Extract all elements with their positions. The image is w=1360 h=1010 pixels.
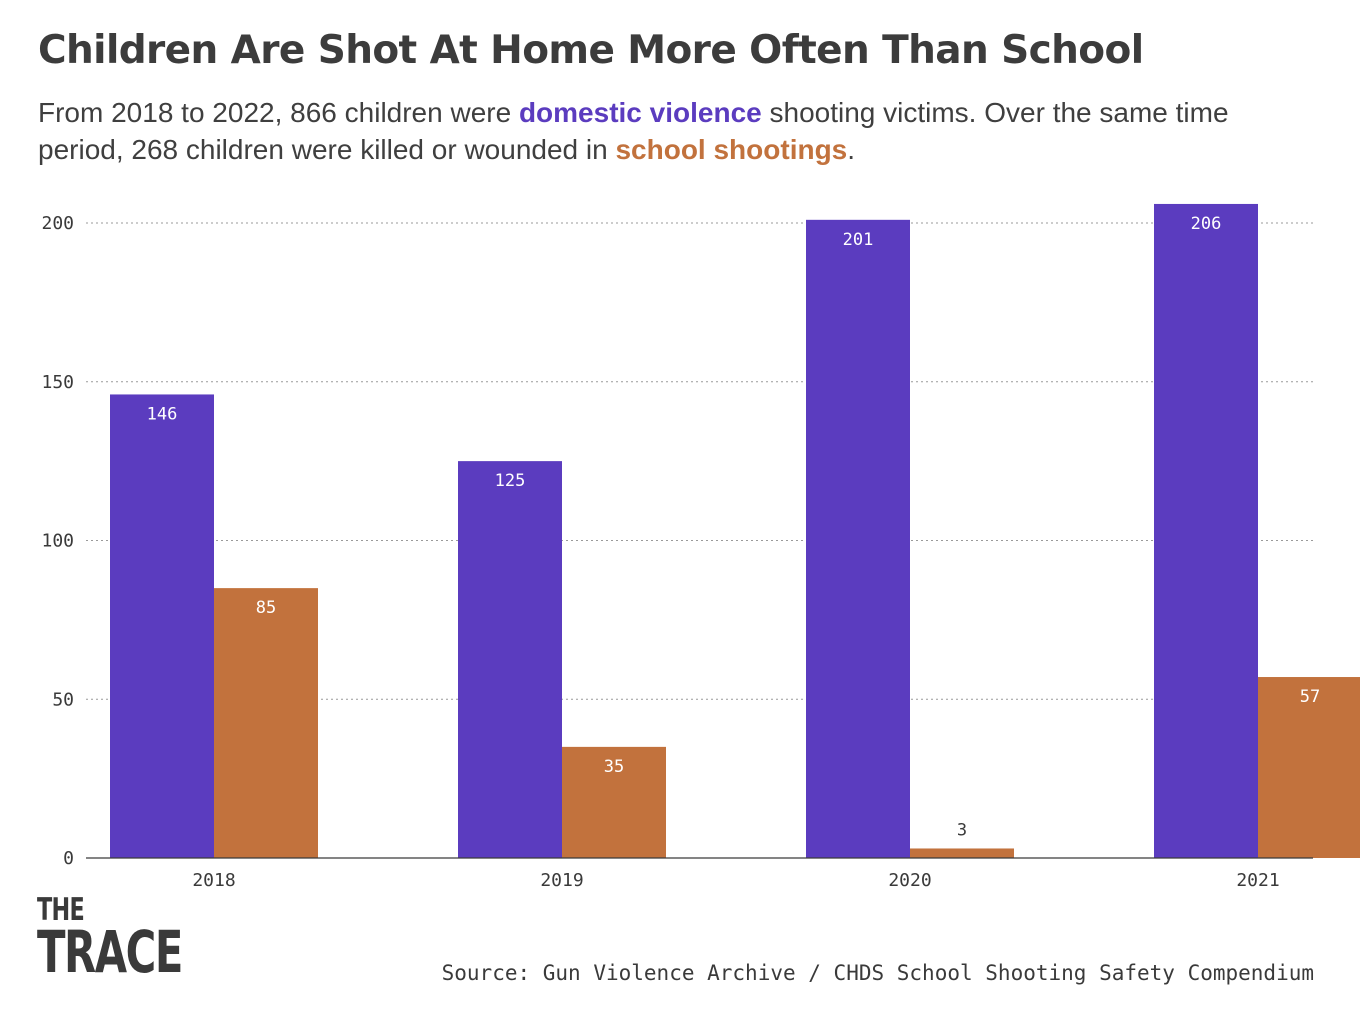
x-tick-label-2018: 2018 — [192, 870, 235, 891]
y-tick-label-0: 0 — [63, 848, 74, 869]
subtitle-text-end: . — [847, 134, 856, 165]
bar-school-shootings-2019 — [562, 746, 666, 858]
value-label-school-shootings-2020: 3 — [957, 820, 967, 840]
logo-line-the: THE — [37, 892, 85, 928]
y-tick-label-200: 200 — [41, 213, 74, 234]
bar-school-shootings-2020 — [910, 848, 1014, 858]
bar-school-shootings-2021 — [1258, 677, 1360, 858]
x-tick-label-2021: 2021 — [1236, 870, 1279, 891]
value-label-domestic-violence-2018: 146 — [147, 404, 178, 424]
bar-domestic-violence-2018 — [110, 394, 214, 858]
y-tick-label-50: 50 — [52, 689, 74, 710]
subtitle-highlight-school-shootings: school shootings — [615, 134, 848, 165]
the-trace-logo: THE TRACE — [37, 892, 183, 986]
value-label-school-shootings-2018: 85 — [256, 598, 276, 618]
x-tick-label-2019: 2019 — [540, 870, 583, 891]
logo-line-trace: TRACE — [37, 918, 183, 986]
chart-subtitle: From 2018 to 2022, 866 children were dom… — [38, 94, 1298, 168]
bar-school-shootings-2018 — [214, 588, 318, 858]
subtitle-text-start: From 2018 to 2022, 866 children were — [38, 97, 519, 128]
bar-domestic-violence-2020 — [806, 219, 910, 858]
value-label-domestic-violence-2021: 206 — [1191, 214, 1222, 234]
source-note: Source: Gun Violence Archive / CHDS Scho… — [441, 961, 1314, 985]
subtitle-text-middle: shooting victims. Over the same time per… — [38, 97, 1229, 165]
chart-title: Children Are Shot At Home More Often Tha… — [38, 28, 1144, 73]
value-label-domestic-violence-2019: 125 — [495, 471, 526, 491]
value-label-school-shootings-2021: 57 — [1300, 687, 1320, 707]
y-tick-label-100: 100 — [41, 531, 74, 552]
bar-domestic-violence-2019 — [458, 461, 562, 858]
subtitle-highlight-domestic-violence: domestic violence — [518, 97, 762, 128]
x-tick-label-2020: 2020 — [888, 870, 931, 891]
bar-domestic-violence-2021 — [1154, 203, 1258, 858]
value-label-school-shootings-2019: 35 — [604, 757, 624, 777]
value-label-domestic-violence-2020: 201 — [843, 230, 874, 250]
y-tick-label-150: 150 — [41, 372, 74, 393]
